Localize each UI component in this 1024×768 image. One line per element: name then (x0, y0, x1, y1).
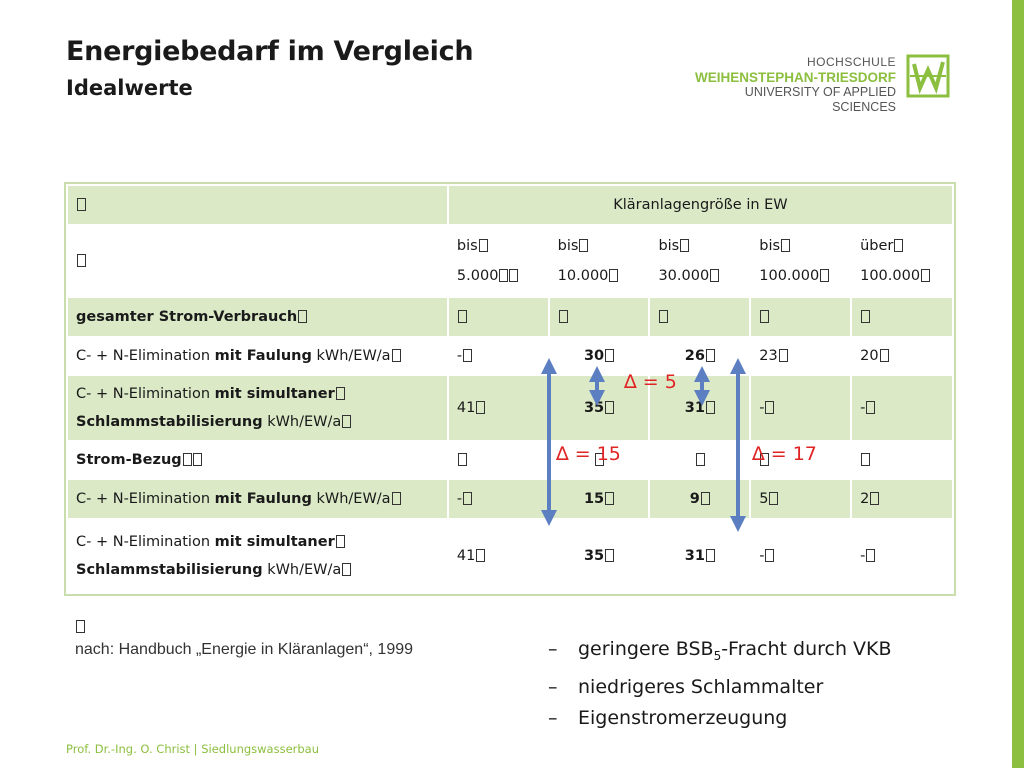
table-cell (648, 440, 752, 480)
table-cell (749, 440, 853, 480)
column-header: bis 100.000 (749, 224, 853, 298)
table-cell: - (850, 374, 954, 442)
section-label: gesamter Strom-Verbrauch (66, 296, 449, 338)
delta-17-label: ∆ = 17 (752, 443, 817, 465)
table-cell: - (749, 374, 853, 442)
table-cell (66, 224, 449, 298)
table-cell: - (749, 518, 853, 594)
placeholder-glyph (77, 198, 86, 211)
table-cell: 41 (446, 518, 550, 594)
table-cell: 31 (648, 518, 752, 594)
logo-line-3: UNIVERSITY OF APPLIED SCIENCES (744, 85, 896, 114)
size-header: Kläranlagengröße in EW (446, 184, 955, 226)
delta-5-label: ∆ = 5 (624, 371, 677, 393)
table-row: C- + N-Elimination mit simultaner Schlamm… (66, 518, 954, 594)
table-cell: 26 (648, 336, 752, 376)
logo-line-2: WEIHENSTEPHAN-TRIESDORF (694, 70, 896, 85)
table-cell: 35 (547, 518, 651, 594)
column-header: bis 10.000 (547, 224, 651, 298)
column-header: bis 5.000 (446, 224, 550, 298)
table-cell: 41 (446, 374, 550, 442)
row-label: C- + N-Elimination mit simultaner Schlamm… (66, 518, 449, 594)
table-cell: 15 (547, 478, 651, 520)
table-cell: - (850, 518, 954, 594)
table-cell (850, 440, 954, 480)
section-row: gesamter Strom-Verbrauch (66, 296, 954, 338)
table-cell (648, 296, 752, 338)
table-cell: 23 (749, 336, 853, 376)
row-label: C- + N-Elimination mit Faulung kWh/EW/a (66, 478, 449, 520)
bullet-list: – geringere BSB5-Fracht durch VKB – niedri… (548, 634, 892, 734)
table-row: C- + N-Elimination mit Faulung kWh/EW/a … (66, 336, 954, 376)
list-item: – geringere BSB5-Fracht durch VKB (548, 638, 892, 663)
list-item: – niedrigeres Schlammalter (548, 675, 824, 698)
section-row: Strom-Bezug (66, 440, 954, 480)
table-row: C- + N-Elimination mit simultaner Schlamm… (66, 374, 954, 442)
university-logo-icon (906, 54, 950, 98)
column-header: über 100.000 (850, 224, 954, 298)
column-header: bis 30.000 (648, 224, 752, 298)
table-header-row: Kläranlagengröße in EW (66, 184, 955, 226)
table-cell (749, 296, 853, 338)
section-label: Strom-Bezug (66, 440, 449, 480)
table-cell: 30 (547, 336, 651, 376)
footnote-placeholder (75, 618, 85, 634)
table-cell: - (446, 336, 550, 376)
table-cell: 9 (648, 478, 752, 520)
table-cell (446, 296, 550, 338)
table-cell: - (446, 478, 550, 520)
table-cell (547, 296, 651, 338)
university-logo-text: HOCHSCHULE WEIHENSTEPHAN-TRIESDORF UNIVE… (690, 55, 896, 115)
placeholder-glyph (77, 254, 86, 267)
table-cell (547, 440, 651, 480)
table-cell (446, 440, 550, 480)
delta-15-label: ∆ = 15 (556, 443, 621, 465)
list-item: – Eigenstromerzeugung (548, 706, 788, 729)
column-header-row: bis 5.000 bis 10.000 bis 30.000 bis 100.000 … (66, 224, 954, 298)
table-cell: 5 (749, 478, 853, 520)
table-row: C- + N-Elimination mit Faulung kWh/EW/a … (66, 478, 954, 520)
page-subtitle: Idealwerte (66, 76, 193, 100)
energy-comparison-table: Kläranlagengröße in EW bis 5.000 bis 10.00… (64, 182, 956, 596)
logo-line-1: HOCHSCHULE (806, 55, 896, 69)
table-cell: 2 (850, 478, 954, 520)
footer-text: Prof. Dr.-Ing. O. Christ | Siedlungswass… (66, 742, 320, 756)
table-cell: 20 (850, 336, 954, 376)
table-cell (66, 184, 449, 226)
right-accent-bar (1012, 0, 1024, 768)
table-cell (850, 296, 954, 338)
page-title: Energiebedarf im Vergleich (66, 36, 474, 67)
source-citation: nach: Handbuch „Energie in Kläranlagen“,… (75, 641, 414, 658)
row-label: C- + N-Elimination mit simultaner Schlamm… (66, 374, 449, 442)
row-label: C- + N-Elimination mit Faulung kWh/EW/a (66, 336, 449, 376)
